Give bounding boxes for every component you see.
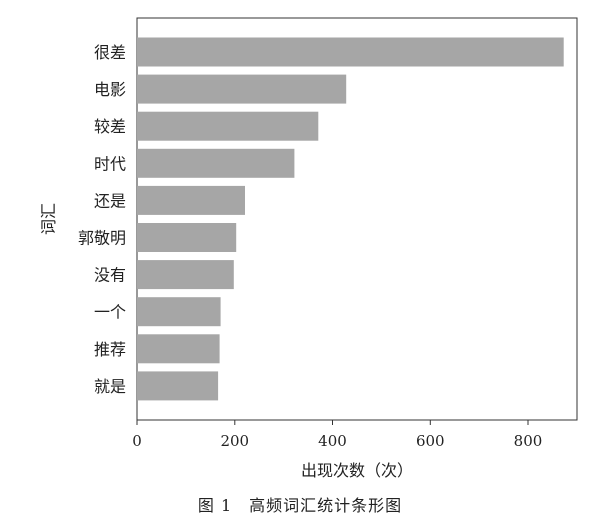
figure-caption: 图 1 高频词汇统计条形图 [197, 496, 403, 515]
bar-1 [137, 74, 347, 104]
y-tick-label: 还是 [94, 191, 126, 210]
x-tick-label: 600 [416, 432, 445, 450]
y-tick-label: 推荐 [94, 340, 126, 359]
bar-5 [137, 223, 237, 252]
y-tick-label: 时代 [94, 154, 126, 173]
bar-9 [137, 371, 219, 401]
x-tick-label: 400 [318, 432, 347, 450]
y-tick-label: 一个 [94, 303, 126, 322]
y-tick-label: 郭敬明 [78, 229, 126, 248]
plot-frame [136, 17, 578, 421]
y-tick-label: 就是 [94, 377, 126, 396]
bar-6 [137, 260, 234, 290]
x-tick-label: 800 [514, 432, 543, 450]
bar-8 [137, 334, 220, 364]
y-tick-label: 没有 [94, 266, 126, 285]
y-tick-label: 较差 [94, 117, 126, 136]
x-ticks: 0 200 400 600 800 [132, 420, 542, 450]
x-axis-label: 出现次数（次） [301, 461, 413, 480]
x-tick-label: 0 [132, 432, 142, 450]
bar-4 [137, 185, 245, 215]
x-tick-label: 200 [220, 432, 249, 450]
y-tick-label: 电影 [94, 80, 126, 99]
bar-3 [137, 148, 295, 178]
y-tick-label: 很差 [94, 43, 126, 62]
bars-group [137, 37, 564, 401]
bar-7 [137, 297, 221, 327]
bar-0 [137, 37, 564, 67]
y-axis-label: 词汇 [39, 203, 58, 235]
bar-2 [137, 111, 319, 141]
